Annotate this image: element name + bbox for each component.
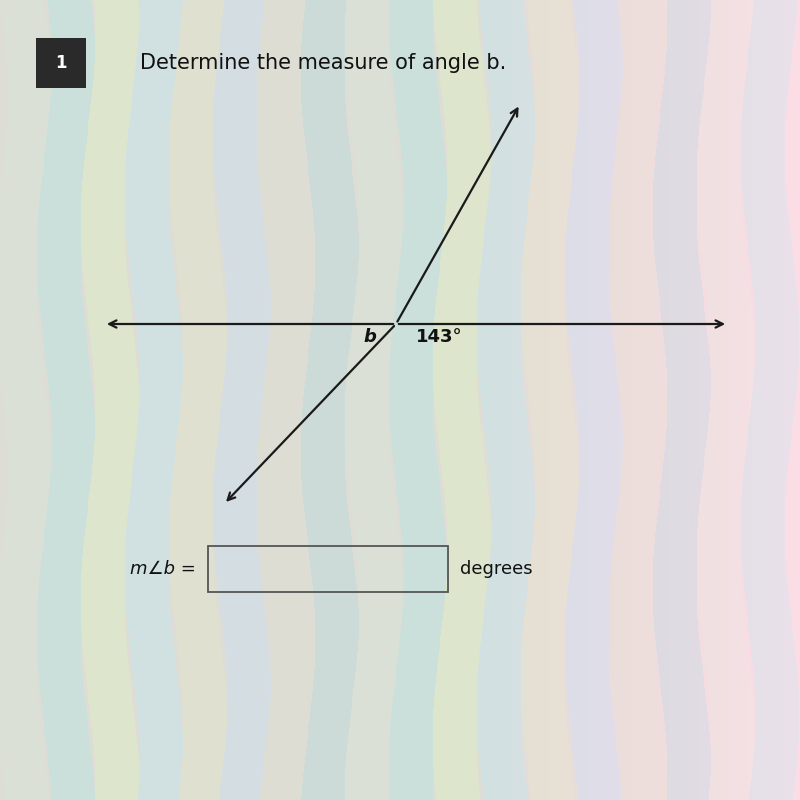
FancyBboxPatch shape (36, 38, 86, 88)
Text: 143°: 143° (416, 328, 462, 346)
Text: m∠b =: m∠b = (130, 560, 196, 578)
Text: Determine the measure of angle b.: Determine the measure of angle b. (140, 53, 506, 73)
Text: 1: 1 (55, 54, 66, 72)
Text: degrees: degrees (460, 560, 533, 578)
Text: b: b (363, 328, 376, 346)
